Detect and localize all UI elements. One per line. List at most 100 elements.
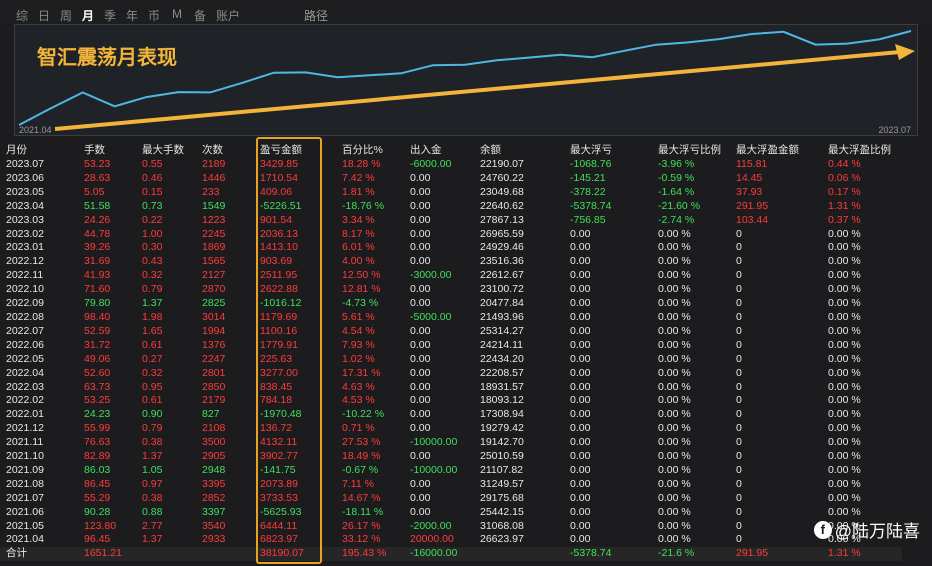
table-cell: 409.06: [260, 185, 293, 198]
tab-7[interactable]: M: [172, 7, 182, 21]
tab-8[interactable]: 备: [194, 9, 207, 23]
table-cell: 0.00: [570, 366, 591, 379]
table-cell: 0.00 %: [828, 477, 861, 490]
column-header[interactable]: 月份: [6, 144, 27, 156]
table-cell: 24214.11: [480, 338, 524, 351]
watermark-text: @陆万陆喜: [834, 522, 920, 541]
table-cell: 98.40: [84, 310, 111, 323]
table-row[interactable]: 2022.03 63.73 0.95 2850 838.45 4.63 % 0.00 1893…: [0, 381, 902, 395]
table-row[interactable]: 2021.04 96.45 1.37 2933 6823.97 33.12 % 20000.…: [0, 533, 902, 547]
table-row[interactable]: 2022.07 52.59 1.65 1994 1100.16 4.54 % 0.00 253…: [0, 325, 902, 339]
equity-line: [18, 30, 912, 126]
table-cell: 3397: [202, 505, 226, 518]
total-cell: [136, 547, 196, 562]
table-cell: 0.00: [570, 519, 591, 532]
table-cell: 2021.05: [6, 519, 44, 532]
table-cell: 90.28: [84, 505, 111, 518]
table-cell: 0.00 %: [828, 227, 861, 240]
table-row[interactable]: 2022.04 52.60 0.32 2801 3277.00 17.31 % 0.00 22…: [0, 367, 902, 381]
table-cell: 28.63: [84, 171, 111, 184]
table-row[interactable]: 2021.11 76.63 0.38 3500 4132.11 27.53 % -10000…: [0, 436, 902, 450]
table-cell: 8.17 %: [342, 227, 375, 240]
table-row[interactable]: 2021.12 55.99 0.79 2108 136.72 0.71 % 0.00 1927…: [0, 422, 902, 436]
table-cell: 24760.22: [480, 171, 524, 184]
column-header[interactable]: 盈亏金额: [260, 144, 302, 156]
table-cell: 0.00: [570, 394, 591, 407]
table-cell: 0.00 %: [658, 491, 691, 504]
table-cell: 0.00: [570, 450, 591, 463]
table-row[interactable]: 2023.06 28.63 0.46 1446 1710.54 7.42 % 0.00 247…: [0, 172, 902, 186]
table-row[interactable]: 2023.05 5.05 0.15 233 409.06 1.81 % 0.00 23049.…: [0, 186, 902, 200]
tab-5[interactable]: 年: [126, 9, 139, 23]
tab-2[interactable]: 周: [60, 9, 73, 23]
tab-9[interactable]: 账户: [216, 9, 241, 23]
table-cell: 1.98: [142, 310, 163, 323]
table-cell: 0.00: [570, 255, 591, 268]
table-row[interactable]: 2023.02 44.78 1.00 2245 2036.13 8.17 % 0.00 269…: [0, 228, 902, 242]
column-header[interactable]: 出入金: [410, 144, 442, 156]
column-header[interactable]: 次数: [202, 144, 223, 156]
tab-3[interactable]: 月: [82, 9, 95, 23]
table-cell: 0.00 %: [658, 436, 691, 449]
table-row[interactable]: 2022.02 53.25 0.61 2179 784.18 4.53 % 0.00 1809…: [0, 394, 902, 408]
table-cell: 0.00: [570, 436, 591, 449]
table-row[interactable]: 2022.01 24.23 0.90 827 -1970.48 -10.22 % 0.00 1…: [0, 408, 902, 422]
tab-6[interactable]: 币: [148, 9, 161, 23]
column-header[interactable]: 最大浮盈比例: [828, 144, 891, 156]
table-cell: 0.00 %: [658, 450, 691, 463]
column-header[interactable]: 手数: [84, 144, 105, 156]
tab-0[interactable]: 综: [16, 9, 29, 23]
table-row[interactable]: 2021.06 90.28 0.88 3397 -5625.93 -18.11 % 0.00…: [0, 506, 902, 520]
table-cell: 21493.96: [480, 310, 524, 323]
table-row[interactable]: 2021.09 86.03 1.05 2948 -141.75 -0.67 % -10000…: [0, 464, 902, 478]
table-row[interactable]: 2021.07 55.29 0.38 2852 3733.53 14.67 % 0.00 29…: [0, 492, 902, 506]
table-cell: 0.00 %: [658, 310, 691, 323]
table-cell: 1.37: [142, 450, 163, 463]
table-cell: -6000.00: [410, 158, 452, 170]
table-row[interactable]: 2021.08 86.45 0.97 3395 2073.89 7.11 % 0.00 312…: [0, 478, 902, 492]
table-cell: 14.67 %: [342, 491, 381, 504]
table-row[interactable]: 2022.06 31.72 0.61 1376 1779.91 7.93 % 0.00 242…: [0, 339, 902, 353]
table-row[interactable]: 2021.10 82.89 1.37 2905 3902.77 18.49 % 0.00 25…: [0, 450, 902, 464]
table-cell: 6823.97: [260, 533, 298, 546]
table-row[interactable]: 2022.05 49.06 0.27 2247 225.63 1.02 % 0.00 2243…: [0, 353, 902, 367]
table-cell: 27867.13: [480, 213, 524, 226]
table-cell: 115.81: [736, 158, 768, 170]
tab-4[interactable]: 季: [104, 9, 117, 23]
column-header[interactable]: 最大浮亏: [570, 144, 612, 156]
tab-path[interactable]: 路径: [304, 9, 329, 23]
table-cell: 0.00: [410, 185, 431, 198]
table-cell: 24929.46: [480, 241, 524, 254]
column-header[interactable]: 百分比%: [342, 144, 383, 156]
table-row[interactable]: 2022.09 79.80 1.37 2825 -1016.12 -4.73 % 0.00 2…: [0, 297, 902, 311]
platform-logo-icon: f: [813, 520, 832, 539]
table-cell: 0.00: [570, 505, 591, 518]
table-cell: 0.00: [410, 297, 431, 310]
tab-1[interactable]: 日: [38, 9, 51, 23]
table-row[interactable]: 2022.12 31.69 0.43 1565 903.69 4.00 % 0.00 2351…: [0, 255, 902, 269]
table-cell: 1.37: [142, 533, 163, 546]
table-row[interactable]: 2023.03 24.26 0.22 1223 901.54 3.34 % 0.00 2786…: [0, 214, 902, 228]
table-cell: 0.00 %: [828, 408, 861, 421]
table-row[interactable]: 2022.08 98.40 1.98 3014 1179.69 5.61 % -5000.0…: [0, 311, 902, 325]
table-row[interactable]: 2023.04 51.58 0.73 1549 -5226.51 -18.76 % 0.00…: [0, 200, 902, 214]
table-cell: 33.12 %: [342, 533, 381, 546]
table-cell: -21.60 %: [658, 199, 701, 212]
column-header[interactable]: 余额: [480, 144, 501, 156]
table-cell: 0.00 %: [828, 505, 861, 518]
table-cell: 2073.89: [260, 477, 298, 490]
table-cell: 55.29: [84, 491, 111, 504]
table-cell: 136.72: [260, 422, 293, 435]
table-row[interactable]: 2023.07 53.23 0.55 2189 3429.85 18.28 % -6000.…: [0, 158, 902, 172]
table-row[interactable]: 2021.05 123.80 2.77 3540 6444.11 26.17 % -2000…: [0, 520, 902, 534]
column-header[interactable]: 最大浮盈金额: [736, 144, 799, 156]
column-header[interactable]: 最大手数: [142, 144, 184, 156]
column-header[interactable]: 最大浮亏比例: [658, 144, 721, 156]
table-row[interactable]: 2022.10 71.60 0.79 2870 2622.88 12.81 % 0.00 23…: [0, 283, 902, 297]
table-cell: 19279.42: [480, 422, 524, 435]
table-cell: -10000.00: [410, 436, 458, 449]
table-cell: 0.00: [410, 227, 431, 240]
table-row[interactable]: 2023.01 39.26 0.30 1869 1413.10 6.01 % 0.00 249…: [0, 241, 902, 255]
table-cell: 0.00: [570, 408, 591, 421]
table-row[interactable]: 2022.11 41.93 0.32 2127 2511.95 12.50 % -3000.…: [0, 269, 902, 283]
